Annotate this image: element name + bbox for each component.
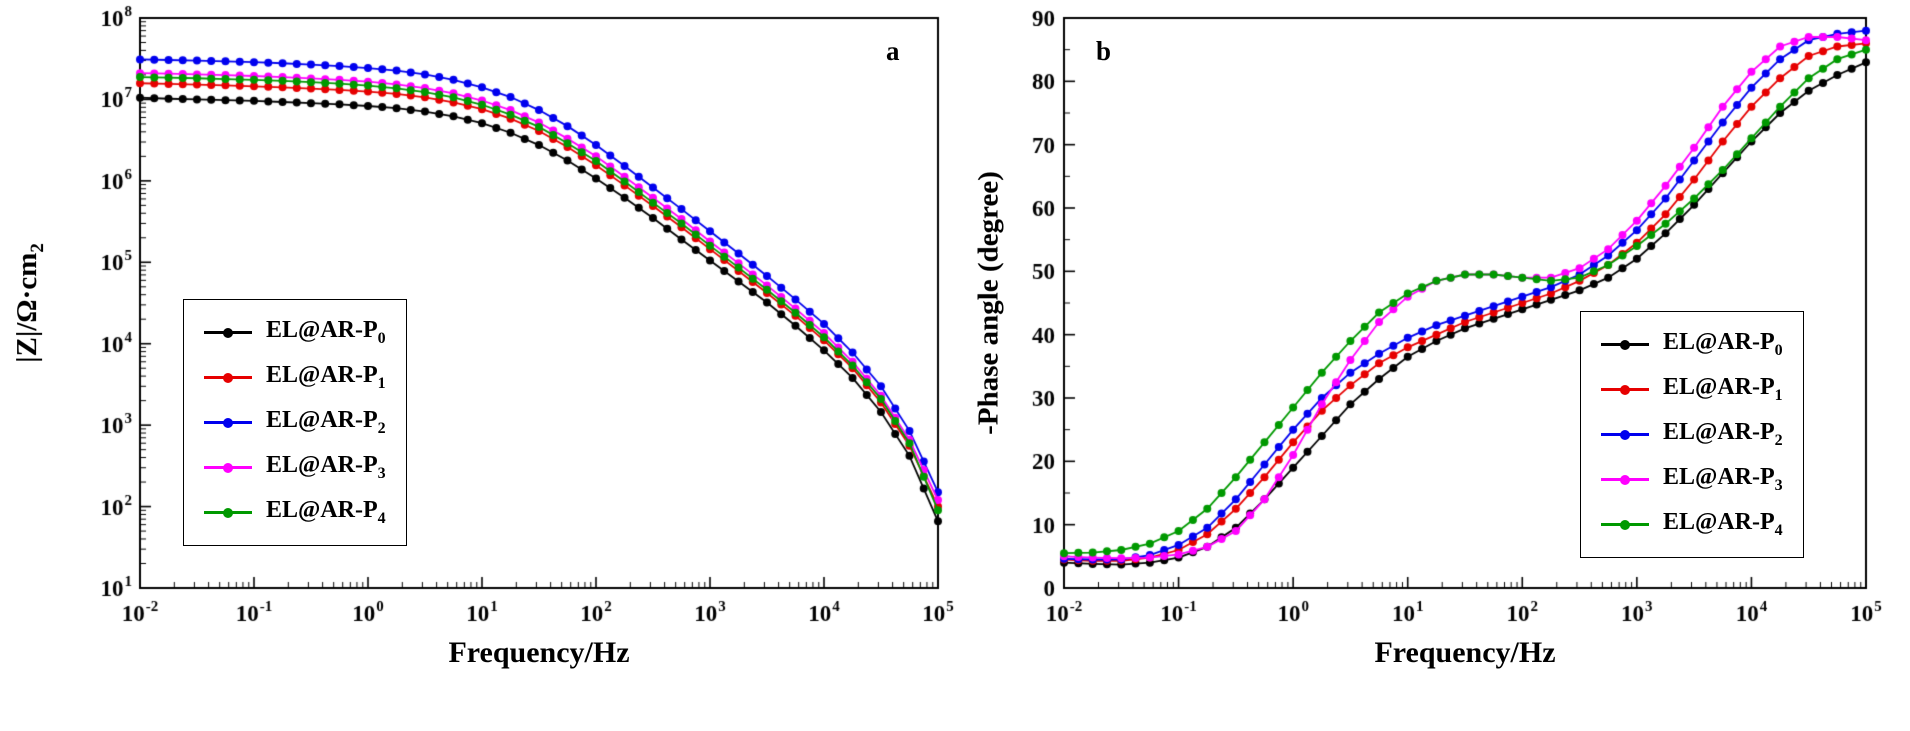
series-label: EL@AR-P3 xyxy=(1663,464,1783,494)
series-marker-icon xyxy=(204,368,252,388)
series-label: EL@AR-P3 xyxy=(266,452,386,482)
series-marker-icon xyxy=(204,413,252,433)
series-label: EL@AR-P1 xyxy=(1663,374,1783,404)
series-label: EL@AR-P4 xyxy=(1663,509,1783,539)
series-marker-icon xyxy=(1601,425,1649,445)
series-marker-icon xyxy=(1601,470,1649,490)
legend-item: EL@AR-P1 xyxy=(204,355,386,400)
legend-panel-b: EL@AR-P0 EL@AR-P1 EL@AR-P2 EL@AR-P3 EL@A… xyxy=(1580,311,1804,558)
y-axis-title-a: |Z|/Ω·cm2 xyxy=(11,243,49,363)
series-marker-icon xyxy=(204,323,252,343)
series-label: EL@AR-P4 xyxy=(266,497,386,527)
legend-item: EL@AR-P0 xyxy=(204,310,386,355)
series-label: EL@AR-P0 xyxy=(266,317,386,347)
series-label: EL@AR-P1 xyxy=(266,362,386,392)
series-label: EL@AR-P2 xyxy=(1663,419,1783,449)
series-marker-icon xyxy=(1601,380,1649,400)
series-marker-icon xyxy=(1601,515,1649,535)
panel-a-letter: a xyxy=(886,36,900,66)
series-marker-icon xyxy=(204,458,252,478)
legend-item: EL@AR-P2 xyxy=(1601,412,1783,457)
x-axis-title-b: Frequency/Hz xyxy=(1374,636,1556,669)
panel-b-letter: b xyxy=(1096,36,1112,66)
legend-panel-a: EL@AR-P0 EL@AR-P1 EL@AR-P2 EL@AR-P3 EL@A… xyxy=(183,299,407,546)
y-axis-title-a-subscript: 2 xyxy=(26,243,48,253)
series-marker-icon xyxy=(204,503,252,523)
series-marker-icon xyxy=(1601,335,1649,355)
y-axis-title-a-text: |Z|/Ω·cm xyxy=(11,252,44,363)
legend-item: EL@AR-P3 xyxy=(1601,457,1783,502)
legend-item: EL@AR-P4 xyxy=(204,490,386,535)
legend-item: EL@AR-P3 xyxy=(204,445,386,490)
series-label: EL@AR-P0 xyxy=(1663,329,1783,359)
y-axis-title-b: -Phase angle (degree) xyxy=(973,171,1006,435)
legend-item: EL@AR-P1 xyxy=(1601,367,1783,412)
legend-item: EL@AR-P0 xyxy=(1601,322,1783,367)
y-axis-title-b-text: -Phase angle (degree) xyxy=(972,171,1005,435)
legend-item: EL@AR-P4 xyxy=(1601,502,1783,547)
x-axis-title-a: Frequency/Hz xyxy=(448,636,630,669)
series-label: EL@AR-P2 xyxy=(266,407,386,437)
legend-item: EL@AR-P2 xyxy=(204,400,386,445)
